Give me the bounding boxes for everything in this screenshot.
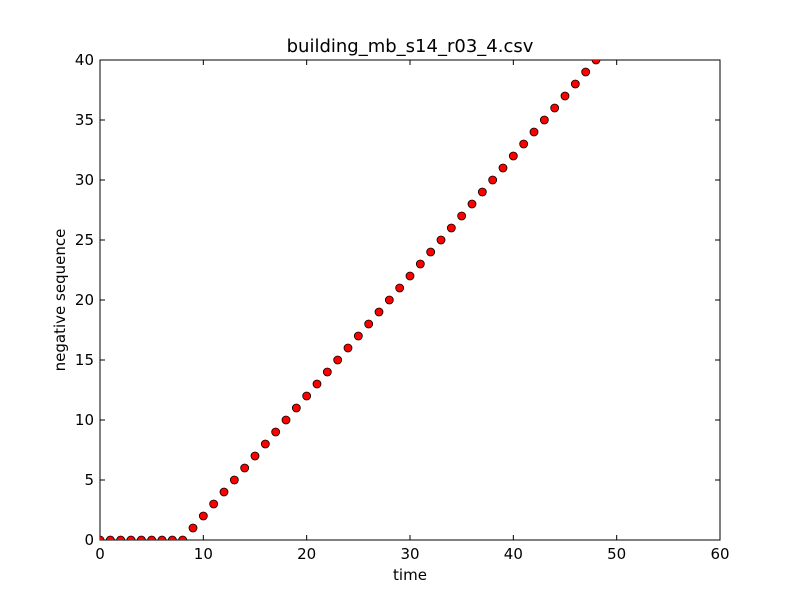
data-point (333, 355, 343, 365)
y-tick-label: 10 (75, 411, 94, 429)
data-point (343, 343, 353, 353)
data-point (116, 535, 126, 540)
data-point (395, 283, 405, 293)
data-point (467, 199, 477, 209)
x-tick-label: 60 (710, 545, 729, 563)
x-tick-label: 20 (297, 545, 316, 563)
x-axis: 0 10 20 30 40 50 60 (95, 60, 730, 563)
data-point (405, 271, 415, 281)
data-point (209, 499, 219, 509)
data-point (426, 247, 436, 257)
data-point (529, 127, 539, 137)
data-point (312, 379, 322, 389)
data-point (591, 60, 601, 65)
data-point (560, 91, 570, 101)
data-point (570, 79, 580, 89)
y-tick-label: 5 (84, 471, 94, 489)
data-point (374, 307, 384, 317)
plot-area (99, 59, 721, 541)
x-tick-label: 30 (400, 545, 419, 563)
y-tick-label: 35 (75, 111, 94, 129)
x-tick-label: 0 (95, 545, 105, 563)
data-point (250, 451, 260, 461)
data-point (446, 223, 456, 233)
data-point (157, 535, 167, 540)
data-point (178, 535, 188, 540)
data-point (100, 535, 105, 540)
y-tick-label: 20 (75, 291, 94, 309)
data-point (384, 295, 394, 305)
x-tick-label: 10 (194, 545, 213, 563)
data-point (281, 415, 291, 425)
y-tick-label: 0 (84, 531, 94, 549)
data-point (581, 67, 591, 77)
data-point (260, 439, 270, 449)
data-points (100, 60, 601, 540)
data-point (105, 535, 115, 540)
data-point (353, 331, 363, 341)
y-axis-label: negative sequence (51, 229, 69, 372)
y-tick-label: 30 (75, 171, 94, 189)
data-point (457, 211, 467, 221)
data-point (229, 475, 239, 485)
data-point (291, 403, 301, 413)
data-point (219, 487, 229, 497)
data-point (415, 259, 425, 269)
data-point (167, 535, 177, 540)
data-point (126, 535, 136, 540)
data-point (188, 523, 198, 533)
y-axis: 0 5 10 15 20 25 30 35 40 (75, 51, 720, 549)
data-point (477, 187, 487, 197)
y-tick-label: 40 (75, 51, 94, 69)
data-point (198, 511, 208, 521)
data-point (302, 391, 312, 401)
data-point (136, 535, 146, 540)
data-point (539, 115, 549, 125)
data-point (550, 103, 560, 113)
y-tick-label: 15 (75, 351, 94, 369)
data-point (271, 427, 281, 437)
chart-title: building_mb_s14_r03_4.csv (287, 36, 534, 57)
data-point (147, 535, 157, 540)
data-point (498, 163, 508, 173)
x-axis-label: time (393, 566, 427, 584)
x-tick-label: 40 (504, 545, 523, 563)
data-point (488, 175, 498, 185)
x-tick-label: 50 (607, 545, 626, 563)
data-point (508, 151, 518, 161)
data-point (364, 319, 374, 329)
y-tick-label: 25 (75, 231, 94, 249)
data-point (322, 367, 332, 377)
data-point (240, 463, 250, 473)
data-point (436, 235, 446, 245)
data-point (519, 139, 529, 149)
